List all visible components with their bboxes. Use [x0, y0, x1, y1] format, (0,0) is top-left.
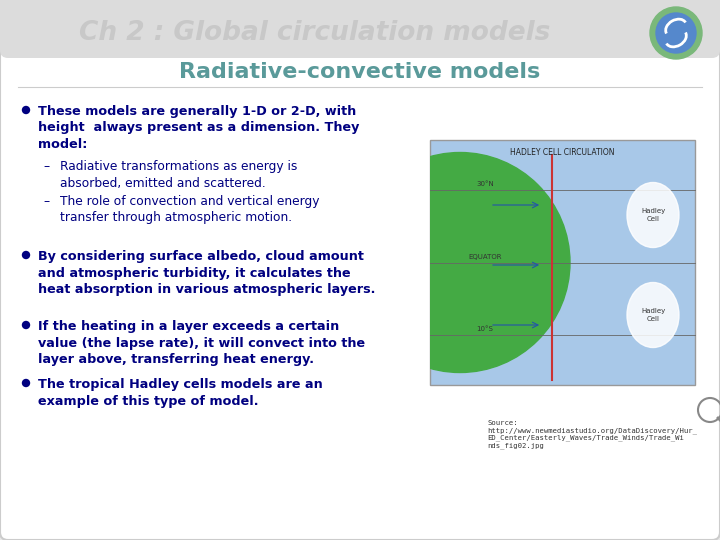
Text: Ch 2 : Global circulation models: Ch 2 : Global circulation models: [79, 20, 551, 46]
Circle shape: [350, 152, 570, 373]
Text: Hadley
Cell: Hadley Cell: [641, 208, 665, 222]
Bar: [8, 25, 712, 50]
Text: The tropical Hadley cells models are an
example of this type of model.: The tropical Hadley cells models are an …: [38, 378, 323, 408]
Text: Radiative-convective models: Radiative-convective models: [179, 62, 541, 82]
Text: Radiative transformations as energy is
absorbed, emitted and scattered.: Radiative transformations as energy is a…: [60, 160, 297, 190]
Text: These models are generally 1-D or 2-D, with
height  always present as a dimensio: These models are generally 1-D or 2-D, w…: [38, 105, 359, 151]
Ellipse shape: [627, 282, 679, 348]
Text: 10°S: 10°S: [477, 326, 493, 332]
Text: Source:
http://www.newmediastudio.org/DataDiscovery/Hur_
ED_Center/Easterly_Wave: Source: http://www.newmediastudio.org/Da…: [487, 420, 697, 449]
Circle shape: [22, 321, 30, 328]
Text: Hadley
Cell: Hadley Cell: [641, 308, 665, 322]
Text: EQUATOR: EQUATOR: [468, 254, 502, 260]
Ellipse shape: [627, 183, 679, 247]
Text: HADLEY CELL CIRCULATION: HADLEY CELL CIRCULATION: [510, 148, 615, 157]
Text: If the heating in a layer exceeds a certain
value (the lapse rate), it will conv: If the heating in a layer exceeds a cert…: [38, 320, 365, 366]
Circle shape: [22, 252, 30, 259]
Circle shape: [656, 13, 696, 53]
Circle shape: [650, 7, 702, 59]
FancyBboxPatch shape: [430, 140, 695, 385]
Text: –: –: [43, 195, 49, 208]
Text: By considering surface albedo, cloud amount
and atmospheric turbidity, it calcul: By considering surface albedo, cloud amo…: [38, 250, 375, 296]
Text: 30°N: 30°N: [476, 181, 494, 187]
Circle shape: [22, 380, 30, 387]
FancyBboxPatch shape: [0, 0, 720, 58]
Text: –: –: [43, 160, 49, 173]
Text: The role of convection and vertical energy
transfer through atmospheric motion.: The role of convection and vertical ener…: [60, 195, 320, 225]
Circle shape: [22, 106, 30, 113]
